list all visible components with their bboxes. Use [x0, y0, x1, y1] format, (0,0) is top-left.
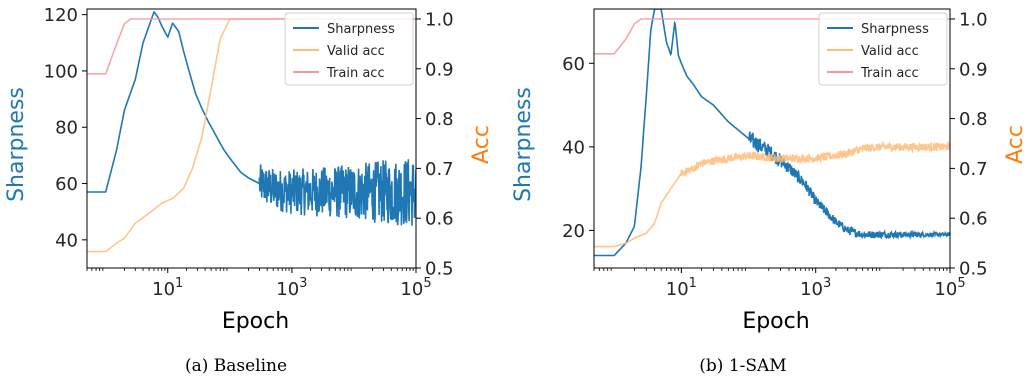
- left-tick-label: 100: [44, 61, 78, 82]
- x-tick-label: 105: [934, 276, 965, 300]
- right-tick-label: 1.0: [425, 9, 454, 30]
- series-line-valid-acc: [594, 143, 950, 247]
- left-tick-label: 60: [55, 174, 78, 195]
- left-tick-label: 20: [562, 221, 585, 242]
- caption-baseline: (a) Baseline: [86, 356, 386, 376]
- x-tick-label: 101: [152, 276, 183, 300]
- right-tick-label: 0.8: [959, 109, 988, 130]
- legend-label: Valid acc: [861, 44, 919, 59]
- legend-label: Sharpness: [327, 22, 395, 37]
- left-tick-label: 40: [55, 230, 78, 251]
- y-axis-label-left: Sharpness: [511, 87, 536, 202]
- legend-label: Train acc: [860, 66, 919, 81]
- left-tick-label: 120: [44, 5, 78, 26]
- y-axis-label-right: Acc: [469, 125, 494, 164]
- x-tick-label: 101: [666, 276, 697, 300]
- legend: Sharpness Valid acc Train acc: [285, 13, 413, 85]
- x-axis-label: Epoch: [742, 309, 809, 334]
- x-tick-label: 103: [276, 276, 307, 300]
- right-tick-label: 0.8: [425, 109, 454, 130]
- y-axis-label-right: Acc: [1003, 125, 1026, 164]
- x-tick-label: 105: [400, 276, 431, 300]
- legend: Sharpness Valid acc Train acc: [819, 13, 947, 85]
- right-tick-label: 0.9: [425, 59, 454, 80]
- left-tick-label: 80: [55, 118, 78, 139]
- legend-label: Train acc: [326, 66, 385, 81]
- y-axis-label-left: Sharpness: [4, 87, 29, 202]
- left-tick-label: 40: [562, 137, 585, 158]
- right-tick-label: 0.7: [959, 159, 988, 180]
- x-axis-label: Epoch: [222, 309, 289, 334]
- caption-1sam: (b) 1-SAM: [593, 356, 893, 376]
- right-tick-label: 0.7: [425, 159, 454, 180]
- left-tick-label: 60: [562, 54, 585, 75]
- right-tick-label: 0.9: [959, 59, 988, 80]
- x-tick-label: 103: [800, 276, 831, 300]
- legend-label: Valid acc: [327, 44, 385, 59]
- right-tick-label: 0.6: [959, 209, 988, 230]
- right-tick-label: 0.6: [425, 209, 454, 230]
- right-tick-label: 1.0: [959, 9, 988, 30]
- legend-label: Sharpness: [861, 22, 929, 37]
